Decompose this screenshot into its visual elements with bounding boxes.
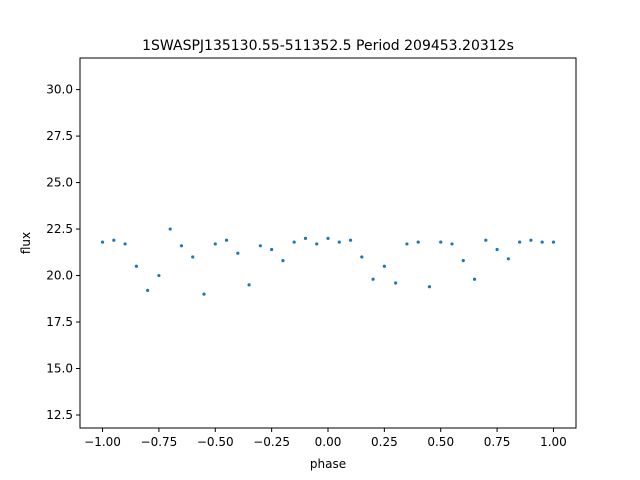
y-tick-label: 27.5 bbox=[46, 129, 73, 143]
data-point bbox=[529, 238, 533, 242]
data-point bbox=[292, 240, 296, 244]
data-point bbox=[224, 238, 229, 242]
data-point bbox=[495, 247, 499, 252]
data-point bbox=[405, 242, 409, 246]
data-point bbox=[416, 240, 420, 244]
x-tick-label: 0.00 bbox=[315, 435, 342, 449]
x-tick-label: 1.00 bbox=[540, 435, 567, 449]
y-tick-label: 30.0 bbox=[46, 83, 73, 97]
data-point bbox=[551, 240, 556, 244]
data-point bbox=[258, 244, 262, 248]
x-tick-label: 0.25 bbox=[371, 435, 398, 449]
data-points bbox=[100, 227, 556, 296]
x-tick-label: −0.75 bbox=[141, 435, 178, 449]
x-tick-label: −0.50 bbox=[197, 435, 234, 449]
data-point bbox=[484, 238, 488, 242]
data-point bbox=[450, 242, 454, 246]
data-point bbox=[394, 281, 398, 285]
x-tick-label: −1.00 bbox=[84, 435, 121, 449]
y-axis: 12.5 15.0 17.5 20.0 22.5 25.0 27.5 30.0 bbox=[46, 83, 80, 422]
data-point bbox=[461, 259, 465, 263]
data-point bbox=[281, 259, 285, 263]
y-tick-label: 12.5 bbox=[46, 408, 73, 422]
y-axis-label: flux bbox=[19, 232, 33, 254]
data-point bbox=[202, 292, 206, 296]
y-tick-label: 15.0 bbox=[46, 362, 73, 376]
data-point bbox=[112, 238, 116, 242]
data-point bbox=[506, 257, 510, 261]
data-point bbox=[247, 283, 251, 287]
data-point bbox=[360, 255, 364, 259]
data-point bbox=[146, 288, 150, 293]
data-point bbox=[518, 240, 522, 244]
data-point bbox=[191, 255, 195, 259]
y-tick-label: 20.0 bbox=[46, 269, 73, 283]
data-point bbox=[439, 240, 443, 244]
data-point bbox=[157, 273, 161, 278]
data-point bbox=[315, 242, 319, 246]
data-point bbox=[236, 251, 240, 255]
x-axis: −1.00 −0.75 −0.50 −0.25 0.00 0.25 0.50 0.75 1.00 bbox=[84, 428, 567, 449]
data-point bbox=[123, 242, 127, 246]
data-point bbox=[337, 240, 341, 244]
y-tick-label: 17.5 bbox=[46, 315, 73, 329]
x-tick-label: −0.25 bbox=[253, 435, 290, 449]
data-point bbox=[326, 236, 330, 240]
data-point bbox=[371, 277, 375, 281]
data-point bbox=[427, 285, 432, 289]
data-point bbox=[179, 244, 184, 248]
data-point bbox=[472, 277, 477, 281]
y-tick-label: 25.0 bbox=[46, 176, 73, 190]
data-point bbox=[213, 242, 217, 246]
chart-title: 1SWASPJ135130.55-511352.5 Period 209453.… bbox=[142, 38, 514, 54]
data-point bbox=[134, 264, 138, 268]
data-point bbox=[540, 240, 544, 244]
data-point bbox=[382, 264, 386, 268]
x-tick-label: 0.50 bbox=[427, 435, 454, 449]
data-point bbox=[168, 227, 172, 231]
data-point bbox=[270, 247, 274, 252]
y-tick-label: 22.5 bbox=[46, 222, 73, 236]
data-point bbox=[348, 238, 353, 242]
data-point bbox=[100, 240, 105, 244]
x-axis-label: phase bbox=[310, 457, 346, 471]
data-point bbox=[303, 236, 308, 240]
x-tick-label: 0.75 bbox=[484, 435, 511, 449]
